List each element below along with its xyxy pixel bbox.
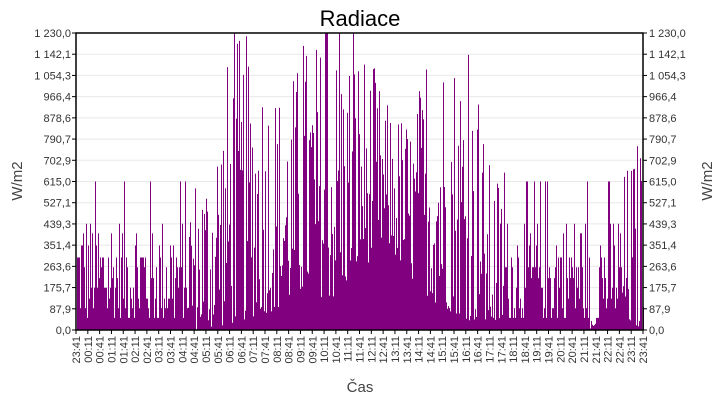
x-tick-label: 13:11 xyxy=(390,336,402,363)
x-tick-label: 10:41 xyxy=(331,336,343,364)
x-tick-label: 06:11 xyxy=(225,336,237,363)
x-tick-label: 19:11 xyxy=(532,336,544,363)
x-axis-label: Čas xyxy=(347,379,374,396)
x-tick-label: 02:41 xyxy=(142,336,154,364)
y-tick-label: 966,4 xyxy=(649,92,677,104)
y-tick-label: 87,9 xyxy=(649,304,670,316)
y-tick-label: 790,7 xyxy=(649,134,677,146)
x-tick-label: 03:11 xyxy=(154,336,166,363)
y-tick-label: 702,9 xyxy=(43,155,71,167)
x-tick-label: 13:41 xyxy=(402,336,414,364)
y-tick-label: 1 142,1 xyxy=(649,49,686,61)
x-tick-label: 21:41 xyxy=(591,336,603,364)
x-tick-label: 07:11 xyxy=(248,336,260,363)
x-tick-label: 08:11 xyxy=(272,336,284,363)
x-tick-label: 22:11 xyxy=(603,336,615,363)
x-tick-label: 14:11 xyxy=(414,336,426,363)
x-tick-label: 12:11 xyxy=(366,336,378,363)
x-tick-label: 23:41 xyxy=(71,336,83,364)
y-tick-label: 1 054,3 xyxy=(649,70,686,82)
y-axis-left: 0,0 87,9 175,7 263,6 351,4 439,3 527,1 615,0 702… xyxy=(34,28,76,337)
chart-title: Radiace xyxy=(320,6,401,31)
y-axis-label-right: W/m2 xyxy=(699,161,716,200)
x-tick-label: 19:41 xyxy=(544,336,556,364)
x-tick-label: 18:41 xyxy=(520,336,532,364)
x-tick-label: 03:41 xyxy=(166,336,178,364)
x-tick-label: 05:11 xyxy=(201,336,213,363)
x-tick-label: 09:11 xyxy=(295,336,307,363)
x-tick-label: 21:11 xyxy=(579,336,591,363)
x-tick-label: 05:41 xyxy=(213,336,225,364)
y-tick-label: 615,0 xyxy=(649,177,677,189)
x-tick-label: 11:11 xyxy=(343,336,355,362)
x-tick-label: 01:41 xyxy=(118,336,130,364)
y-tick-label: 439,3 xyxy=(649,219,677,231)
x-tick-label: 06:41 xyxy=(236,336,248,364)
x-tick-label: 22:41 xyxy=(614,336,626,364)
x-tick-label: 11:41 xyxy=(355,336,367,363)
y-tick-label: 615,0 xyxy=(43,177,71,189)
x-tick-label: 00:41 xyxy=(95,336,107,364)
radiation-bars xyxy=(77,33,644,330)
x-tick-label: 02:11 xyxy=(130,336,142,363)
x-tick-label: 10:11 xyxy=(319,336,331,363)
x-tick-label: 09:41 xyxy=(307,336,319,364)
x-tick-label: 23:41 xyxy=(638,336,650,364)
x-tick-label: 14:41 xyxy=(425,336,437,364)
x-tick-label: 04:41 xyxy=(189,336,201,364)
y-tick-label: 1 054,3 xyxy=(34,70,71,82)
x-tick-label: 00:11 xyxy=(83,336,95,363)
x-tick-label: 17:11 xyxy=(484,336,496,363)
y-tick-label: 1 142,1 xyxy=(34,49,71,61)
x-tick-label: 15:11 xyxy=(437,336,449,363)
x-tick-label: 07:41 xyxy=(260,336,272,364)
y-tick-label: 351,4 xyxy=(43,240,71,252)
y-tick-label: 790,7 xyxy=(43,134,71,146)
x-tick-label: 16:41 xyxy=(473,336,485,364)
y-tick-label: 702,9 xyxy=(649,155,677,167)
y-tick-label: 527,1 xyxy=(649,198,677,210)
y-tick-label: 527,1 xyxy=(43,198,71,210)
x-tick-label: 15:41 xyxy=(449,336,461,364)
x-tick-label: 04:11 xyxy=(177,336,189,363)
data-series xyxy=(77,33,644,330)
x-tick-label: 12:41 xyxy=(378,336,390,364)
y-tick-label: 175,7 xyxy=(649,283,677,295)
x-tick-label: 20:41 xyxy=(567,336,579,364)
x-tick-label: 17:41 xyxy=(496,336,508,364)
y-tick-label: 1 230,0 xyxy=(649,28,686,40)
y-axis-right: 0,0 87,9 175,7 263,6 351,4 439,3 527,1 615,0 702… xyxy=(643,28,686,337)
y-tick-label: 263,6 xyxy=(43,261,71,273)
x-tick-label: 20:11 xyxy=(555,336,567,363)
y-tick-label: 175,7 xyxy=(43,283,71,295)
x-tick-label: 01:11 xyxy=(106,336,118,363)
y-axis-label-left: W/m2 xyxy=(9,161,26,200)
x-tick-label: 16:11 xyxy=(461,336,473,363)
x-tick-label: 23:11 xyxy=(626,336,638,363)
y-tick-label: 87,9 xyxy=(50,304,71,316)
x-tick-label: 08:41 xyxy=(284,336,296,364)
y-tick-label: 1 230,0 xyxy=(34,28,71,40)
y-tick-label: 439,3 xyxy=(43,219,71,231)
y-tick-label: 878,6 xyxy=(43,113,71,125)
x-axis: 23:41 00:11 00:41 01:11 01:41 02:11 02:41 03:11… xyxy=(71,330,650,364)
y-tick-label: 878,6 xyxy=(649,113,677,125)
y-tick-label: 0,0 xyxy=(649,325,664,337)
x-tick-label: 18:11 xyxy=(508,336,520,363)
y-tick-label: 263,6 xyxy=(649,261,677,273)
y-tick-label: 966,4 xyxy=(43,92,71,104)
y-tick-label: 0,0 xyxy=(56,325,71,337)
y-tick-label: 351,4 xyxy=(649,240,677,252)
